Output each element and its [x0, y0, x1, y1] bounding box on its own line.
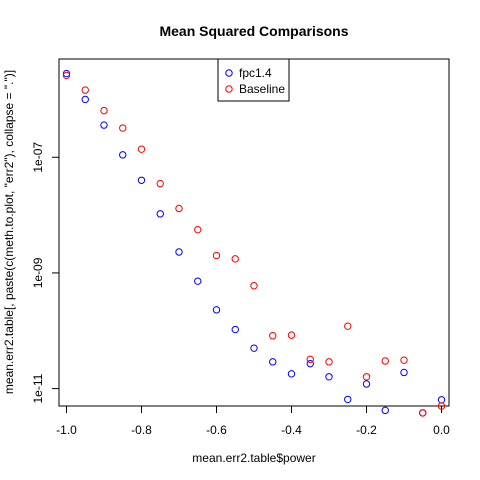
- legend-box: [217, 58, 290, 102]
- point-baseline: [119, 124, 127, 132]
- point-fpc1-4: [231, 325, 239, 334]
- legend-marker: [225, 85, 233, 93]
- point-baseline: [231, 255, 239, 263]
- point-baseline: [325, 358, 333, 366]
- point-fpc1-4: [100, 121, 108, 129]
- point-baseline: [287, 331, 296, 339]
- x-tick-label: 0.0: [433, 423, 450, 437]
- x-axis-label: mean.err2.table$power: [192, 451, 315, 465]
- y-tick-label: 1e-11: [31, 373, 45, 403]
- chart-title: Mean Squared Comparisons: [159, 23, 348, 39]
- point-fpc1-4: [194, 277, 202, 285]
- point-baseline: [156, 179, 164, 188]
- point-baseline: [306, 355, 314, 364]
- y-axis-label: mean.err2.table[, paste(c(meth.to.plot, …: [2, 70, 16, 394]
- x-tick-label: -0.8: [131, 423, 152, 437]
- point-baseline: [175, 204, 183, 213]
- point-fpc1-4: [175, 248, 183, 256]
- point-fpc1-4: [400, 368, 408, 377]
- legend-marker: [225, 69, 233, 77]
- point-fpc1-4: [212, 306, 221, 314]
- point-fpc1-4: [344, 395, 352, 404]
- point-fpc1-4: [250, 344, 258, 352]
- point-baseline: [419, 409, 427, 417]
- y-tick-label: 1e-07: [31, 142, 45, 173]
- legend-label: Baseline: [239, 82, 285, 96]
- x-tick-label: -0.2: [356, 423, 377, 437]
- x-tick-label: -1.0: [56, 423, 77, 437]
- point-baseline: [137, 145, 146, 153]
- point-baseline: [362, 373, 371, 381]
- point-fpc1-4: [306, 359, 314, 368]
- point-fpc1-4: [119, 151, 127, 159]
- point-baseline: [212, 251, 221, 260]
- point-fpc1-4: [269, 358, 277, 366]
- point-fpc1-4: [381, 406, 389, 415]
- point-fpc1-4: [137, 176, 146, 184]
- point-baseline: [400, 356, 408, 364]
- y-tick-label: 1e-09: [31, 257, 45, 288]
- point-fpc1-4: [362, 380, 371, 388]
- y-axis: 1e-11 1e-09 1e-07: [31, 142, 60, 403]
- legend-label: fpc1.4: [239, 66, 272, 80]
- data-points: [62, 69, 446, 417]
- point-fpc1-4: [287, 370, 296, 378]
- point-baseline: [269, 332, 277, 340]
- point-fpc1-4: [325, 373, 333, 381]
- point-baseline: [62, 71, 71, 80]
- point-baseline: [437, 402, 446, 410]
- x-tick-label: -0.4: [281, 423, 302, 437]
- x-axis: -1.0 -0.8 -0.6 -0.4 -0.2 0.0: [56, 405, 450, 437]
- legend: fpc1.4 Baseline: [217, 58, 290, 102]
- point-baseline: [250, 282, 258, 290]
- x-tick-label: -0.6: [206, 423, 227, 437]
- point-baseline: [81, 86, 89, 94]
- point-fpc1-4: [156, 210, 164, 218]
- point-baseline: [194, 225, 202, 234]
- point-baseline: [344, 322, 352, 330]
- point-fpc1-4: [81, 95, 89, 104]
- point-baseline: [100, 106, 108, 115]
- point-baseline: [381, 357, 389, 365]
- point-fpc1-4: [62, 69, 71, 78]
